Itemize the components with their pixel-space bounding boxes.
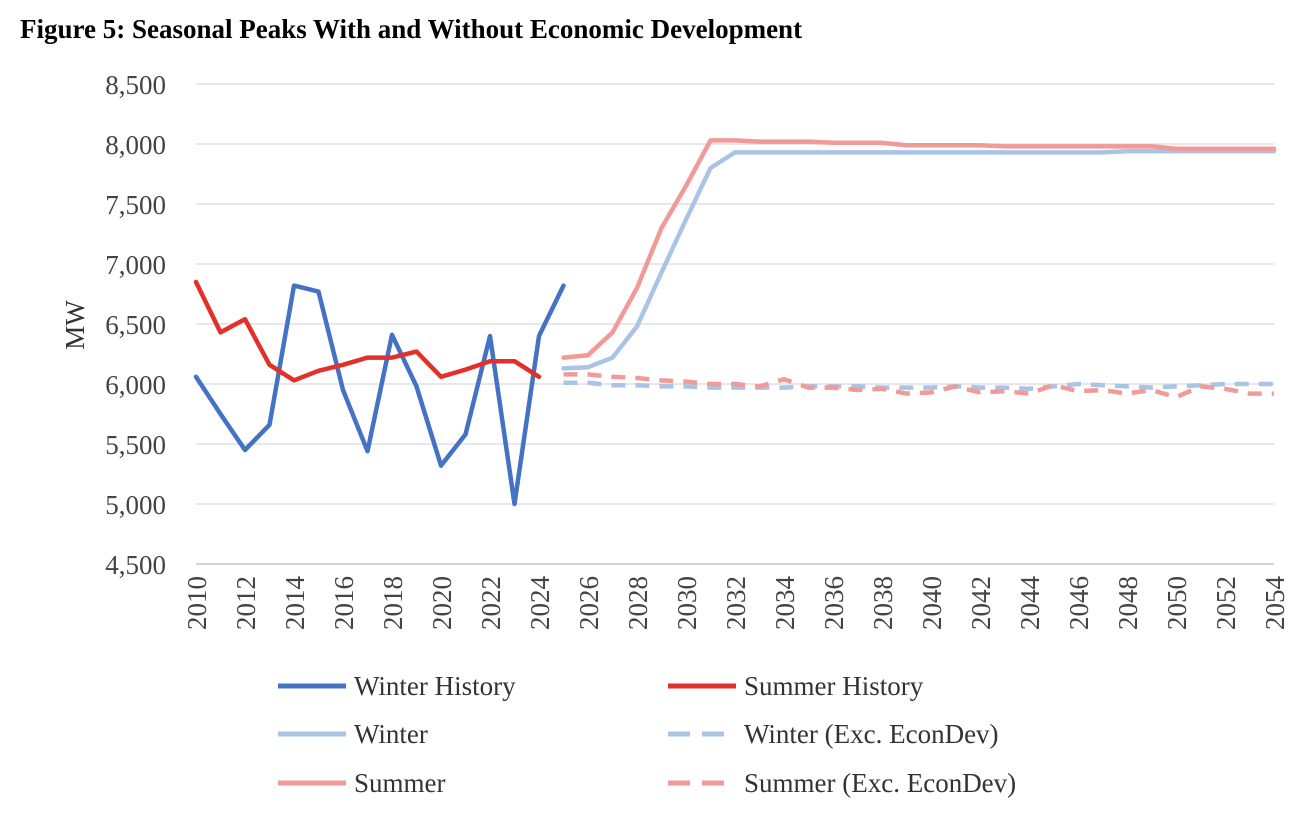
x-tick-label: 2018 — [378, 576, 408, 630]
x-tick-label: 2024 — [525, 576, 555, 631]
x-tick-label: 2034 — [770, 576, 800, 631]
x-tick-label: 2052 — [1211, 576, 1241, 630]
x-tick-label: 2030 — [672, 576, 702, 630]
x-tick-label: 2012 — [231, 576, 261, 630]
y-tick-label: 5,000 — [105, 490, 166, 520]
x-tick-label: 2038 — [868, 576, 898, 630]
x-tick-label: 2010 — [182, 576, 212, 630]
series-line-summer-history — [193, 279, 542, 383]
y-tick-label: 4,500 — [105, 550, 166, 580]
x-tick-label: 2040 — [917, 576, 947, 630]
x-tick-label: 2026 — [574, 576, 604, 630]
x-tick-label: 2020 — [427, 576, 457, 630]
x-tick-label: 2054 — [1260, 576, 1290, 631]
series-line-winter-history — [193, 283, 566, 507]
x-tick-label: 2032 — [721, 576, 751, 630]
series-line-summer — [561, 138, 1277, 360]
x-tick-label: 2016 — [329, 576, 359, 630]
x-tick-label: 2014 — [280, 576, 310, 631]
y-tick-label: 5,500 — [105, 430, 166, 460]
x-tick-label: 2022 — [476, 576, 506, 630]
y-axis-label: MW — [60, 300, 90, 350]
x-tick-label: 2028 — [623, 576, 653, 630]
gridlines — [196, 83, 1274, 565]
chart-title: Figure 5: Seasonal Peaks With and Withou… — [20, 14, 803, 44]
x-tick-label: 2042 — [966, 576, 996, 630]
y-tick-label: 8,000 — [105, 130, 166, 160]
x-tick-label: 2050 — [1162, 576, 1192, 630]
y-tick-label: 7,000 — [105, 250, 166, 280]
x-tick-label: 2036 — [819, 576, 849, 630]
series-line-summer-exc-econdev — [563, 372, 1274, 400]
y-tick-label: 6,000 — [105, 370, 166, 400]
x-tick-label: 2046 — [1064, 576, 1094, 630]
x-tick-label: 2044 — [1015, 576, 1045, 631]
series-lines — [193, 138, 1277, 507]
x-axis: 2010 2012 2014 2016 2018 2020 2022 2024 2026 2028… — [182, 563, 1290, 631]
y-tick-label: 7,500 — [105, 190, 166, 220]
y-tick-label: 6,500 — [105, 310, 166, 340]
y-tick-label: 8,500 — [105, 70, 166, 100]
series-line-winter — [561, 148, 1277, 371]
x-tick-label: 2048 — [1113, 576, 1143, 630]
y-axis: 4,500 5,000 5,500 6,000 6,500 7,000 7,500 8,000… — [105, 70, 166, 580]
